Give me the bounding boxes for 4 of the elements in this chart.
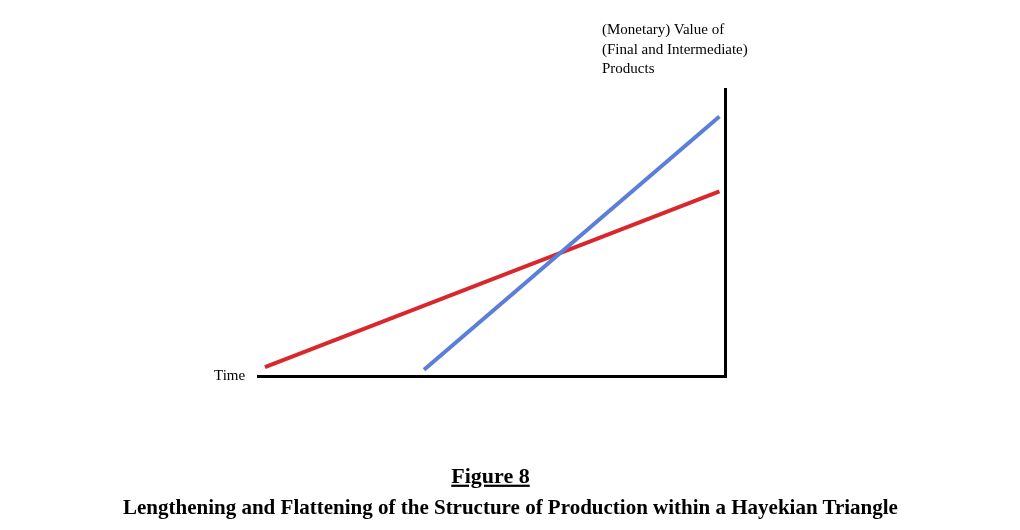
x-axis-title: Time: [214, 367, 246, 383]
text: Lengthening and Flattening of the Structure of Production within a Hayekian Triangle: [123, 495, 898, 519]
y-axis-title: (Monetary) Value of (Final and Intermediate) Products: [602, 21, 748, 76]
text: Figure 8: [451, 462, 530, 488]
